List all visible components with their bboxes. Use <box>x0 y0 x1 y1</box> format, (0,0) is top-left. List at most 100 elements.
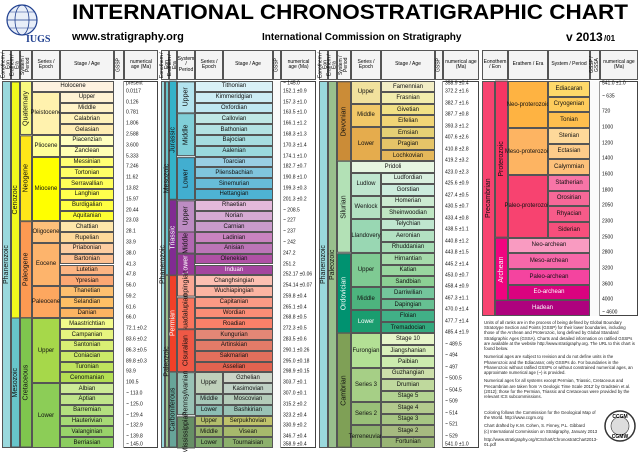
unit-box: Emsian <box>381 126 435 139</box>
column-header: Erathem / Era <box>326 50 338 80</box>
numerical-age: ~ 145.0 <box>126 441 143 448</box>
unit-box: Bathonian <box>195 124 273 135</box>
numerical-age: 11.62 <box>126 174 139 181</box>
unit-box: Pleistocene <box>30 91 62 135</box>
unit-box: Upper <box>351 81 381 104</box>
unit-box: Meso-archean <box>508 253 590 269</box>
unit-box: Quaternary <box>20 81 32 135</box>
unit-box: Tournaisian <box>223 437 273 448</box>
unit-box: Phanerozoic <box>2 81 11 448</box>
unit-box: Piacenzian <box>60 134 114 146</box>
unit-box: Olenekian <box>195 253 273 265</box>
numerical-age: 1.806 <box>126 120 139 127</box>
numerical-age: 199.3 ±0.3 <box>283 185 307 192</box>
ccgm-top: CCGM <box>612 414 627 420</box>
ccgm-logo <box>604 410 636 442</box>
numerical-age: ~ 113.0 <box>126 390 143 397</box>
column-header: System / Period <box>20 50 32 80</box>
unit-box: Bashkirian <box>223 404 273 416</box>
numerical-age: 419.2 ±3.2 <box>445 157 469 164</box>
unit-box: Langhian <box>60 188 114 200</box>
numerical-age: 157.3 ±1.0 <box>283 99 307 106</box>
numerical-age: ~ 509 <box>445 398 458 405</box>
unit-box: Upper <box>195 372 223 395</box>
note: Numerical ages are subject to revision a… <box>484 354 633 376</box>
iugs-label: IUGS <box>26 34 51 45</box>
unit-box: Paleogene <box>20 221 32 319</box>
unit-box: Maastrichtian <box>60 318 114 330</box>
numerical-age: 59.2 <box>126 293 136 300</box>
gssp-column <box>114 81 124 448</box>
unit-box: Holocene <box>32 81 114 92</box>
unit-box: Neogene <box>20 134 32 222</box>
title: INTERNATIONAL CHRONOSTRATIGRAPHIC CHART <box>72 1 628 24</box>
numerical-age: ~ 208.5 <box>283 207 300 214</box>
numerical-age: 407.6 ±2.6 <box>445 134 469 141</box>
numerical-age: 259.8 ±0.4 <box>283 293 307 300</box>
numerical-age: 61.6 <box>126 304 136 311</box>
unit-box: Capitanian <box>195 296 273 308</box>
notes: Units of all ranks are in the process of… <box>484 320 636 402</box>
numerical-age: 2800 <box>602 249 614 256</box>
column-header: Erathem / Era <box>167 50 178 80</box>
column-header: Stage / Age <box>223 50 273 80</box>
iugs-globe <box>6 4 38 36</box>
unit-box: Terreneuvian <box>349 425 383 448</box>
numerical-age: 467.3 ±1.1 <box>445 295 469 302</box>
unit-box: Sandbian <box>381 275 435 288</box>
unit-box: Middle <box>177 113 195 157</box>
unit-box: Cenozoic <box>11 81 20 319</box>
numerical-age: ~ 529 <box>445 433 458 440</box>
column-header: GSSP / GSSA <box>589 50 600 80</box>
unit-box: Jiangshanian <box>381 344 435 357</box>
numerical-age: 358.9 ±0.4 <box>445 80 469 87</box>
unit-box: Meso-proterozoic <box>505 128 551 175</box>
unit-box: Barremian <box>60 404 114 416</box>
numerical-age: 1600 <box>602 171 614 178</box>
unit-box: Series 2 <box>351 402 381 426</box>
numerical-age: ~ 521 <box>445 421 458 428</box>
unit-box: Ludlow <box>351 172 381 196</box>
numerical-age: ~ 227 <box>283 217 296 224</box>
numerical-age: 298.9 ±0.15 <box>283 368 310 375</box>
unit-box: Roadian <box>195 318 273 330</box>
numerical-age: ~ 497 <box>445 364 458 371</box>
unit-box: Upper <box>177 81 195 114</box>
unit-box: Paibian <box>381 356 435 368</box>
numerical-age: 283.5 ±0.6 <box>283 336 307 343</box>
unit-box: Upper <box>60 91 114 103</box>
unit-box: Sheinwoodian <box>381 207 435 219</box>
unit-box: Wuchiapingian <box>195 286 273 297</box>
unit-box: Lower <box>195 404 223 416</box>
numerical-age: 477.7 ±1.4 <box>445 318 469 325</box>
unit-box: Permian <box>169 275 177 373</box>
unit-box: Middle <box>195 394 223 405</box>
numerical-age: 2300 <box>602 218 614 225</box>
numerical-age: 254.14 ±0.07 <box>283 282 313 289</box>
unit-box: Siderian <box>548 222 590 238</box>
numerical-age: 100.5 <box>126 379 139 386</box>
unit-box: Upper <box>32 318 60 384</box>
numerical-age: 438.5 ±1.1 <box>445 226 469 233</box>
numerical-age: 28.1 <box>126 228 136 235</box>
unit-box: Mississippian <box>177 411 195 452</box>
numerical-age: ~ 504.5 <box>445 387 462 394</box>
numerical-age: ~ 145.0 <box>283 80 300 87</box>
unit-box: Stage 2 <box>381 425 435 437</box>
numerical-age: 168.3 ±1.3 <box>283 131 307 138</box>
unit-box: Middle <box>351 287 381 311</box>
unit-box: Middle <box>351 103 381 127</box>
unit-box: Givetian <box>381 103 435 116</box>
column-header: Stage / Age <box>381 50 435 80</box>
unit-box: Serravallian <box>60 178 114 189</box>
numerical-age: ~ 237 <box>283 228 296 235</box>
unit-box: Tithonian <box>195 81 273 92</box>
column-header: Series / Epoch <box>195 50 223 80</box>
column-header: System / Period <box>548 50 590 80</box>
unit-box: Hirnantian <box>381 253 435 265</box>
unit-box: Upper <box>195 415 223 427</box>
unit-box: Carnian <box>195 221 273 233</box>
commission: International Commission on Stratigraphy <box>262 32 462 43</box>
numerical-age: ~ 489.5 <box>445 341 462 348</box>
